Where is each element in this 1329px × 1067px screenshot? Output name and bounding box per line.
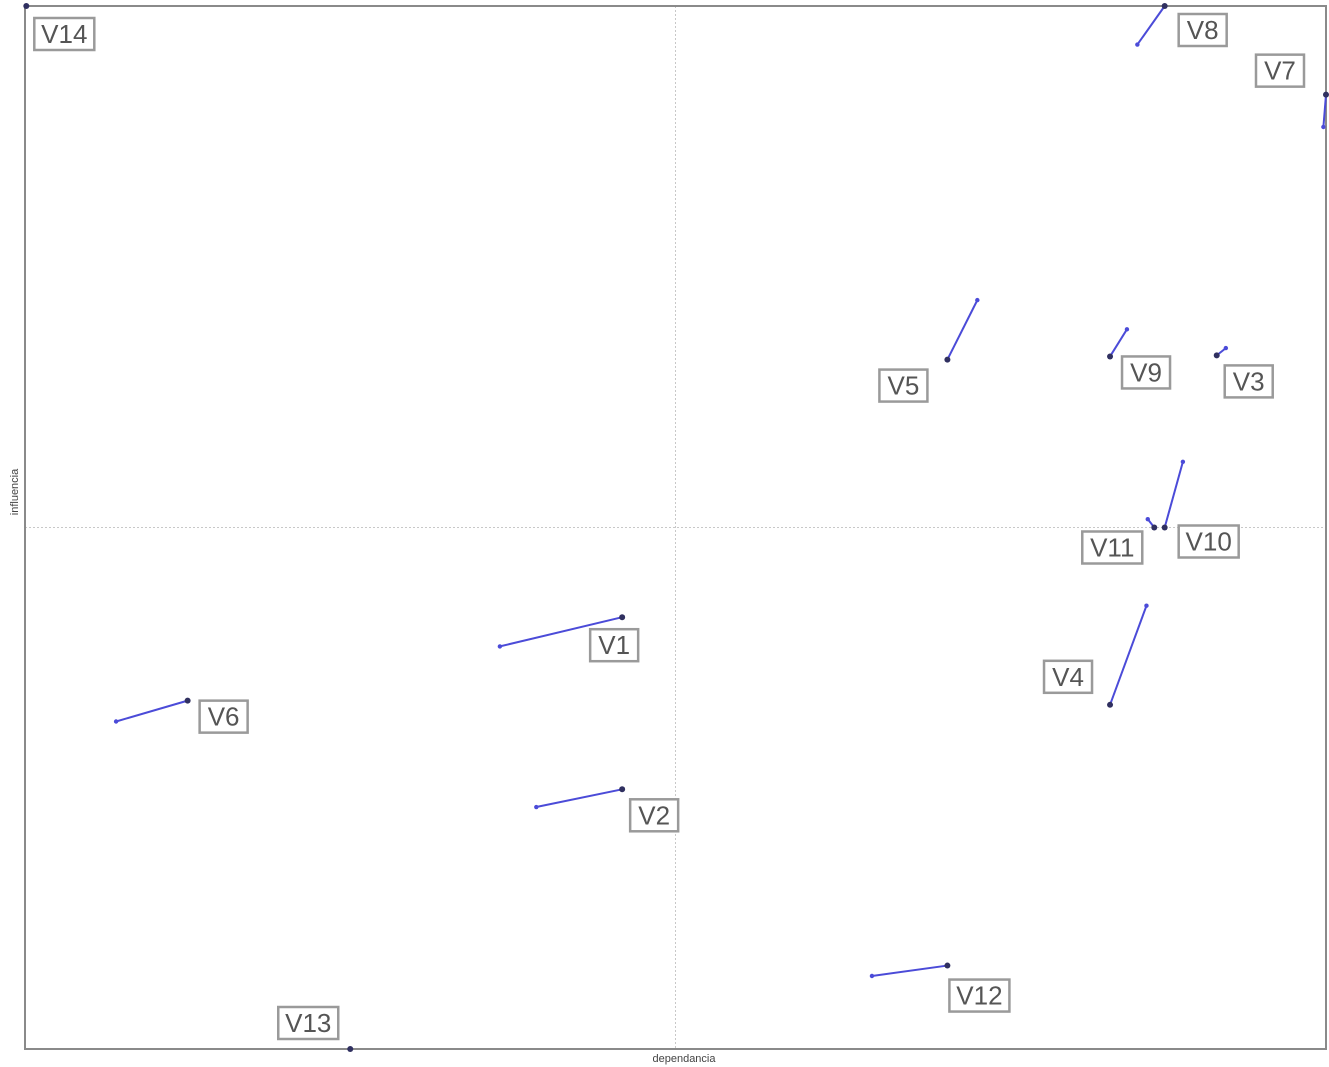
point-v10 (1161, 524, 1168, 531)
point-v13 (347, 1046, 354, 1052)
point-v14 (23, 3, 30, 9)
point-label-v5: V5 (878, 368, 929, 403)
point-label-v9: V9 (1120, 355, 1172, 390)
point-v12 (944, 962, 951, 969)
displacement-start-v9 (1124, 327, 1130, 332)
svg-text:V8: V8 (1187, 15, 1219, 45)
displacement-start-v5 (975, 297, 980, 303)
point-v2 (619, 786, 626, 793)
point-label-v2: V2 (628, 798, 680, 833)
displacement-line-v4 (1109, 605, 1148, 706)
displacement-line-v8 (1136, 5, 1166, 46)
point-v6 (184, 697, 191, 704)
svg-text:V11: V11 (1090, 533, 1134, 563)
svg-text:V13: V13 (285, 1008, 331, 1038)
displacement-line-v10 (1163, 461, 1184, 528)
point-label-v1: V1 (588, 627, 640, 663)
displacement-start-v10 (1180, 459, 1186, 464)
point-label-v7: V7 (1254, 53, 1306, 88)
svg-text:V10: V10 (1186, 527, 1232, 557)
y-axis-label: influencia (9, 468, 21, 515)
displacement-line-v12 (871, 964, 948, 977)
displacement-start-v1 (497, 644, 503, 649)
point-label-v11: V11 (1081, 530, 1144, 565)
displacement-start-v3 (1223, 345, 1229, 351)
point-v3 (1213, 352, 1220, 359)
displacement-line-v5 (946, 299, 979, 361)
point-label-v13: V13 (277, 1005, 340, 1041)
displacement-start-v7 (1321, 124, 1326, 130)
point-label-v6: V6 (198, 699, 249, 734)
svg-text:V12: V12 (956, 981, 1002, 1011)
point-label-v12: V12 (948, 978, 1011, 1013)
displacement-start-v6 (113, 719, 119, 724)
svg-text:V6: V6 (208, 702, 240, 732)
svg-text:V3: V3 (1233, 366, 1265, 396)
point-label-v4: V4 (1042, 659, 1094, 695)
displacement-start-v11 (1145, 516, 1150, 522)
svg-text:V1: V1 (598, 630, 630, 660)
point-v11 (1151, 524, 1158, 531)
x-axis-label: dependancia (652, 1053, 716, 1065)
svg-text:V9: V9 (1130, 357, 1162, 387)
displacement-start-v4 (1144, 603, 1149, 608)
point-label-v10: V10 (1177, 524, 1240, 559)
point-v5 (944, 356, 951, 363)
displacement-line-v7 (1322, 94, 1327, 128)
point-v1 (619, 614, 626, 621)
svg-text:V7: V7 (1264, 56, 1296, 86)
point-v8 (1161, 3, 1168, 9)
point-label-v3: V3 (1223, 364, 1274, 399)
displacement-line-v6 (115, 699, 188, 723)
point-label-v14: V14 (33, 16, 96, 52)
point-v7 (1323, 91, 1329, 98)
displacement-line-v9 (1109, 328, 1128, 357)
plot-frame (24, 5, 1327, 1050)
point-v4 (1107, 701, 1114, 708)
svg-text:V4: V4 (1052, 662, 1084, 692)
displacement-start-v2 (534, 804, 539, 810)
displacement-line-v2 (536, 788, 623, 809)
displacement-line-v1 (499, 616, 623, 648)
point-v9 (1107, 353, 1114, 360)
svg-text:V14: V14 (41, 19, 87, 49)
svg-text:V2: V2 (638, 800, 670, 830)
point-label-v8: V8 (1177, 12, 1228, 48)
svg-text:V5: V5 (888, 371, 920, 401)
displacement-start-v12 (869, 973, 875, 979)
displacement-start-v8 (1135, 42, 1140, 47)
